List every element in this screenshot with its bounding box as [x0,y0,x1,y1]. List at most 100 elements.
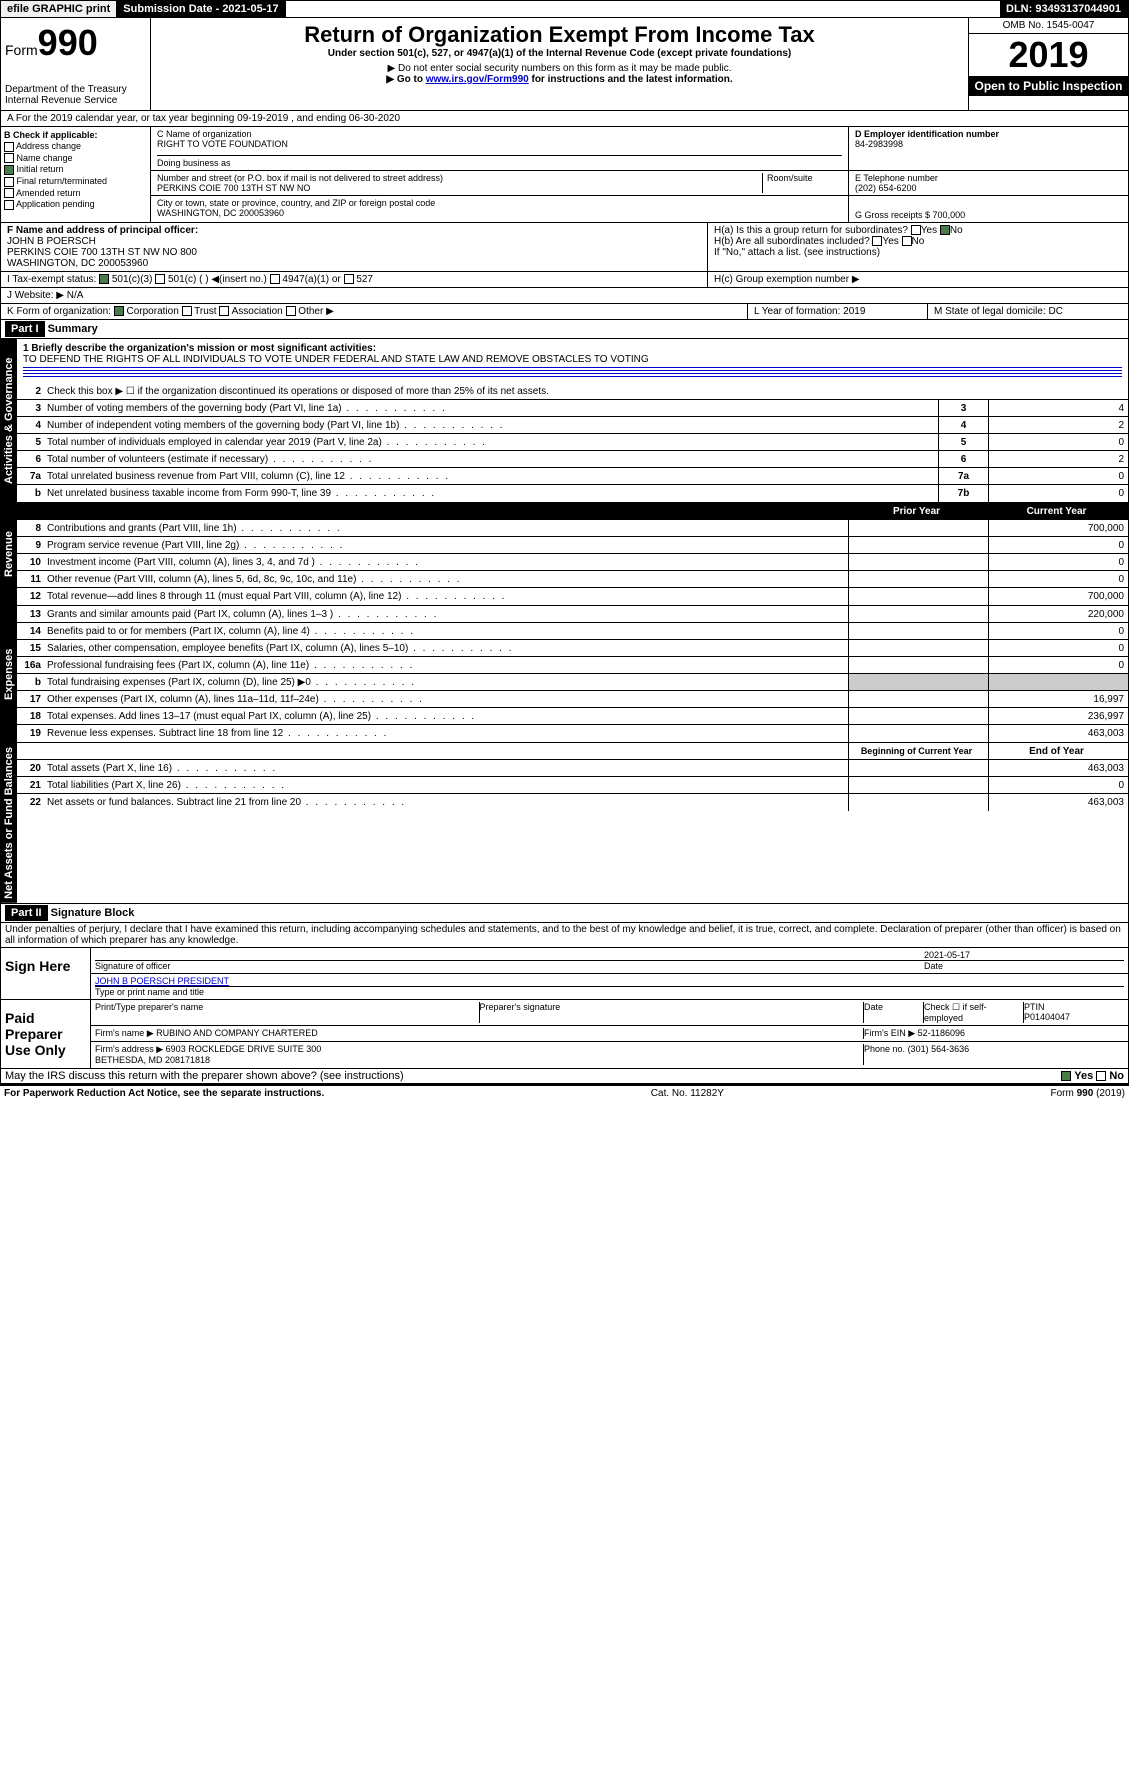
sidebar-governance: Activities & Governance [1,339,17,502]
cb-trust[interactable] [182,306,192,316]
form-number: Form990 [5,22,146,64]
efile-label[interactable]: efile GRAPHIC print [1,1,117,17]
form-org-label: K Form of organization: [7,306,111,317]
cb-initial-return[interactable]: Initial return [4,164,147,175]
form-subtitle: Under section 501(c), 527, or 4947(a)(1)… [161,48,958,59]
top-bar: efile GRAPHIC print Submission Date - 20… [0,0,1129,18]
part2-tag: Part II [5,905,48,921]
part1-tag: Part I [5,321,45,337]
discuss-label: May the IRS discuss this return with the… [5,1070,404,1082]
sig-date-label: Date [924,960,1124,971]
form-title: Return of Organization Exempt From Incom… [161,22,958,48]
cb-4947[interactable] [270,274,280,284]
perjury-statement: Under penalties of perjury, I declare th… [0,923,1129,948]
cb-corp[interactable] [114,306,124,316]
dept-treasury: Department of the Treasury [5,84,146,95]
officer-addr: PERKINS COIE 700 13TH ST NW NO 800 [7,247,701,258]
submission-date: Submission Date - 2021-05-17 [117,1,285,17]
cb-address-change[interactable]: Address change [4,141,147,152]
city-label: City or town, state or province, country… [157,198,842,208]
sign-here-label: Sign Here [1,948,91,999]
summary-line: 18Total expenses. Add lines 13–17 (must … [17,708,1128,725]
summary-line: 3Number of voting members of the governi… [17,400,1128,417]
col-begin: Beginning of Current Year [848,743,988,759]
line1-value: TO DEFEND THE RIGHTS OF ALL INDIVIDUALS … [23,354,1122,365]
ptin-value: P01404047 [1024,1012,1124,1022]
part2-header: Part II Signature Block [0,904,1129,923]
year-formation: 2019 [843,306,865,317]
cb-app-pending[interactable]: Application pending [4,199,147,210]
firm-ein-label: Firm's EIN ▶ [864,1028,915,1038]
netassets-section: Net Assets or Fund Balances Beginning of… [0,743,1129,904]
firm-phone-label: Phone no. [864,1044,905,1054]
box-h-note: If "No," attach a list. (see instruction… [714,247,1122,258]
firm-phone: (301) 564-3636 [908,1044,970,1054]
ssn-note: ▶ Do not enter social security numbers o… [161,63,958,74]
col-current: Current Year [988,503,1128,519]
cb-501c3[interactable] [99,274,109,284]
form-header: Form990 Department of the Treasury Inter… [0,18,1129,111]
form990-link[interactable]: www.irs.gov/Form990 [426,74,529,85]
cb-name-change[interactable]: Name change [4,153,147,164]
self-emp-label: Check ☐ if self-employed [924,1002,1024,1023]
firm-addr-label: Firm's address ▶ [95,1044,163,1054]
summary-line: bNet unrelated business taxable income f… [17,485,1128,502]
summary-line: 7aTotal unrelated business revenue from … [17,468,1128,485]
ptin-label: PTIN [1024,1002,1124,1012]
part1-header: Part I Summary [0,320,1129,339]
phone-value: (202) 654-6200 [855,183,1122,193]
cb-discuss-no[interactable] [1096,1071,1106,1081]
prep-name-label: Print/Type preparer's name [95,1002,480,1023]
cb-discuss-yes[interactable] [1061,1071,1071,1081]
box-b-label: B Check if applicable: [4,130,147,140]
summary-line: 13Grants and similar amounts paid (Part … [17,606,1128,623]
year-formation-label: L Year of formation: [754,306,840,317]
prep-date-label: Date [864,1002,924,1023]
governance-section: Activities & Governance 1 Briefly descri… [0,339,1129,503]
domicile-label: M State of legal domicile: [934,306,1046,317]
firm-addr2: BETHESDA, MD 208171818 [95,1055,210,1065]
cb-amended[interactable]: Amended return [4,188,147,199]
name-title-label: Type or print name and title [95,986,1124,997]
cb-501c[interactable] [155,274,165,284]
sig-officer-label: Signature of officer [95,960,924,971]
officer-printed-name: JOHN B POERSCH PRESIDENT [95,976,1124,986]
footer: For Paperwork Reduction Act Notice, see … [0,1084,1129,1101]
omb-number: OMB No. 1545-0047 [969,18,1128,34]
col-prior: Prior Year [848,503,988,519]
summary-line: bTotal fundraising expenses (Part IX, co… [17,674,1128,691]
cat-no: Cat. No. 11282Y [651,1088,724,1099]
section-bcd: B Check if applicable: Address change Na… [0,127,1129,223]
city-value: WASHINGTON, DC 200053960 [157,208,842,218]
firm-name-label: Firm's name ▶ [95,1028,154,1038]
section-klm: K Form of organization: Corporation Trus… [0,304,1129,320]
summary-line: 10Investment income (Part VIII, column (… [17,554,1128,571]
line1-label: 1 Briefly describe the organization's mi… [23,343,1122,354]
cb-assoc[interactable] [219,306,229,316]
box-hc: H(c) Group exemption number ▶ [708,272,1128,287]
summary-line: 14Benefits paid to or for members (Part … [17,623,1128,640]
cb-other[interactable] [286,306,296,316]
line2: Check this box ▶ ☐ if the organization d… [47,385,1128,398]
addr-label: Number and street (or P.O. box if mail i… [157,173,762,183]
part2-title: Signature Block [51,907,135,919]
sign-here-section: Sign Here Signature of officer 2021-05-1… [0,948,1129,1000]
sidebar-expenses: Expenses [1,606,17,742]
section-i: I Tax-exempt status: 501(c)(3) 501(c) ( … [0,272,1129,288]
sidebar-netassets: Net Assets or Fund Balances [1,743,17,903]
summary-line: 17Other expenses (Part IX, column (A), l… [17,691,1128,708]
firm-ein: 52-1186096 [918,1028,965,1038]
box-hb: H(b) Are all subordinates included? Yes … [714,236,1122,247]
ein-value: 84-2983998 [855,139,1122,149]
summary-line: 9Program service revenue (Part VIII, lin… [17,537,1128,554]
discuss-row: May the IRS discuss this return with the… [0,1069,1129,1084]
cb-527[interactable] [344,274,354,284]
org-name-label: C Name of organization [157,129,842,139]
officer-city: WASHINGTON, DC 200053960 [7,258,701,269]
cb-final-return[interactable]: Final return/terminated [4,176,147,187]
box-b: B Check if applicable: Address change Na… [1,127,151,222]
summary-line: 20Total assets (Part X, line 16)463,003 [17,760,1128,777]
open-inspection: Open to Public Inspection [969,76,1128,96]
addr-value: PERKINS COIE 700 13TH ST NW NO [157,183,762,193]
ein-label: D Employer identification number [855,129,1122,139]
